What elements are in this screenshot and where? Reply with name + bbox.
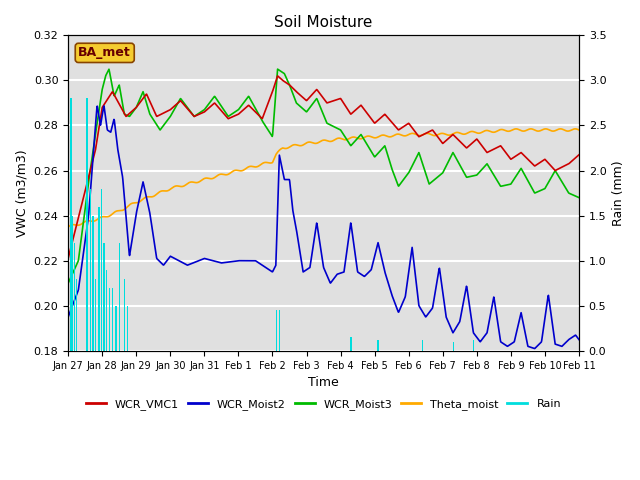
Text: BA_met: BA_met xyxy=(78,47,131,60)
X-axis label: Time: Time xyxy=(308,376,339,389)
Legend: WCR_VMC1, WCR_Moist2, WCR_Moist3, Theta_moist, Rain: WCR_VMC1, WCR_Moist2, WCR_Moist3, Theta_… xyxy=(82,395,566,415)
Title: Soil Moisture: Soil Moisture xyxy=(275,15,372,30)
Y-axis label: VWC (m3/m3): VWC (m3/m3) xyxy=(15,149,28,237)
Y-axis label: Rain (mm): Rain (mm) xyxy=(612,160,625,226)
